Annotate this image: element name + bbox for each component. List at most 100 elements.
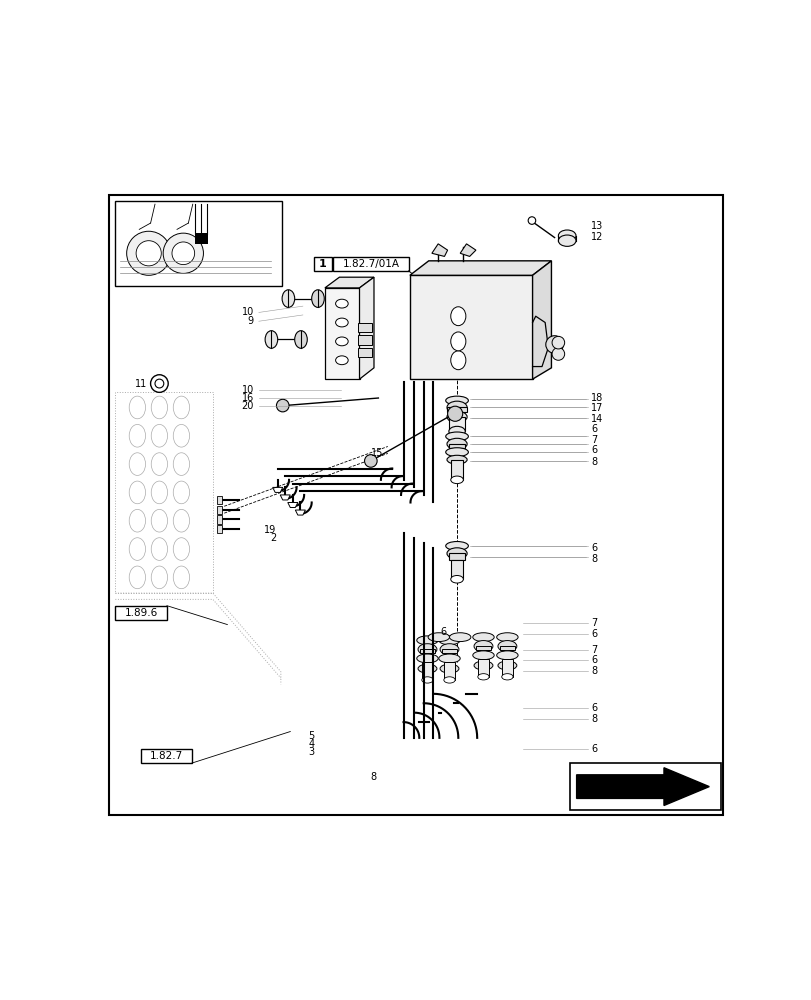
Ellipse shape — [474, 661, 492, 670]
Ellipse shape — [496, 633, 517, 642]
Text: 2: 2 — [270, 533, 276, 543]
Ellipse shape — [335, 356, 348, 365]
Circle shape — [364, 455, 376, 467]
Circle shape — [163, 233, 204, 273]
Text: 6: 6 — [590, 655, 596, 665]
Ellipse shape — [438, 654, 460, 663]
Ellipse shape — [151, 396, 167, 419]
Text: 8: 8 — [590, 714, 596, 724]
Polygon shape — [217, 515, 222, 524]
Bar — [500, 646, 514, 650]
Circle shape — [527, 217, 535, 224]
Bar — [358, 348, 371, 357]
Text: 6: 6 — [590, 629, 596, 639]
Polygon shape — [460, 244, 475, 256]
Bar — [450, 460, 463, 480]
Text: 20: 20 — [241, 401, 254, 411]
Text: 10: 10 — [241, 385, 254, 395]
Text: 16: 16 — [241, 393, 254, 403]
Text: 1.82.7/01A: 1.82.7/01A — [342, 259, 399, 269]
Ellipse shape — [151, 453, 167, 475]
Ellipse shape — [497, 661, 517, 670]
Ellipse shape — [335, 299, 348, 308]
Ellipse shape — [129, 538, 145, 560]
Bar — [448, 553, 465, 560]
Polygon shape — [287, 502, 298, 508]
Polygon shape — [431, 244, 447, 256]
Ellipse shape — [440, 664, 458, 673]
Bar — [448, 444, 465, 448]
Polygon shape — [532, 261, 551, 379]
Ellipse shape — [173, 453, 190, 475]
Text: 8: 8 — [590, 666, 596, 676]
Ellipse shape — [445, 396, 468, 405]
Ellipse shape — [129, 424, 145, 447]
Text: 7: 7 — [590, 435, 597, 445]
Bar — [477, 659, 488, 677]
Ellipse shape — [151, 566, 167, 589]
Bar — [501, 659, 513, 677]
Bar — [195, 233, 208, 244]
Ellipse shape — [477, 674, 488, 680]
Polygon shape — [324, 277, 374, 288]
Ellipse shape — [474, 641, 492, 652]
Circle shape — [155, 379, 164, 388]
Text: 12: 12 — [590, 232, 603, 242]
Ellipse shape — [445, 541, 468, 550]
Ellipse shape — [418, 644, 436, 655]
Ellipse shape — [129, 566, 145, 589]
Bar — [475, 646, 491, 650]
Ellipse shape — [446, 548, 466, 559]
Ellipse shape — [151, 424, 167, 447]
Ellipse shape — [444, 677, 455, 683]
Ellipse shape — [335, 337, 348, 346]
Text: 5: 5 — [307, 731, 314, 741]
Circle shape — [551, 336, 564, 349]
Polygon shape — [280, 495, 290, 500]
Circle shape — [276, 399, 289, 412]
Text: 8: 8 — [590, 457, 596, 467]
Polygon shape — [217, 496, 222, 504]
Text: 3: 3 — [307, 747, 314, 757]
Bar — [115, 606, 167, 620]
Bar — [446, 407, 466, 412]
Bar — [115, 201, 281, 286]
Ellipse shape — [129, 453, 145, 475]
Polygon shape — [217, 506, 222, 514]
Ellipse shape — [450, 351, 466, 370]
Ellipse shape — [440, 644, 458, 655]
Ellipse shape — [173, 538, 190, 560]
Text: 6: 6 — [590, 445, 596, 455]
Text: 11: 11 — [135, 379, 147, 389]
Ellipse shape — [446, 401, 466, 414]
Ellipse shape — [472, 651, 494, 660]
Ellipse shape — [427, 633, 449, 642]
Ellipse shape — [497, 641, 517, 652]
Ellipse shape — [129, 509, 145, 532]
Ellipse shape — [129, 396, 145, 419]
Bar — [358, 323, 371, 332]
Text: 19: 19 — [264, 525, 276, 535]
Bar — [314, 257, 332, 271]
Text: 8: 8 — [370, 772, 376, 782]
Ellipse shape — [558, 230, 575, 241]
Bar — [358, 335, 371, 345]
Text: 15: 15 — [371, 448, 383, 458]
Text: 7: 7 — [590, 645, 597, 655]
Ellipse shape — [173, 396, 190, 419]
Text: 18: 18 — [590, 393, 603, 403]
Ellipse shape — [281, 290, 294, 307]
Text: 6: 6 — [590, 543, 596, 553]
Bar — [333, 257, 408, 271]
Ellipse shape — [472, 633, 494, 642]
Ellipse shape — [501, 674, 513, 680]
Ellipse shape — [445, 448, 468, 457]
Text: 10: 10 — [241, 307, 254, 317]
Ellipse shape — [496, 651, 517, 660]
Ellipse shape — [416, 636, 438, 645]
Ellipse shape — [450, 575, 463, 583]
Bar — [450, 560, 463, 579]
Ellipse shape — [294, 331, 307, 348]
Circle shape — [127, 231, 170, 275]
Ellipse shape — [446, 411, 466, 423]
